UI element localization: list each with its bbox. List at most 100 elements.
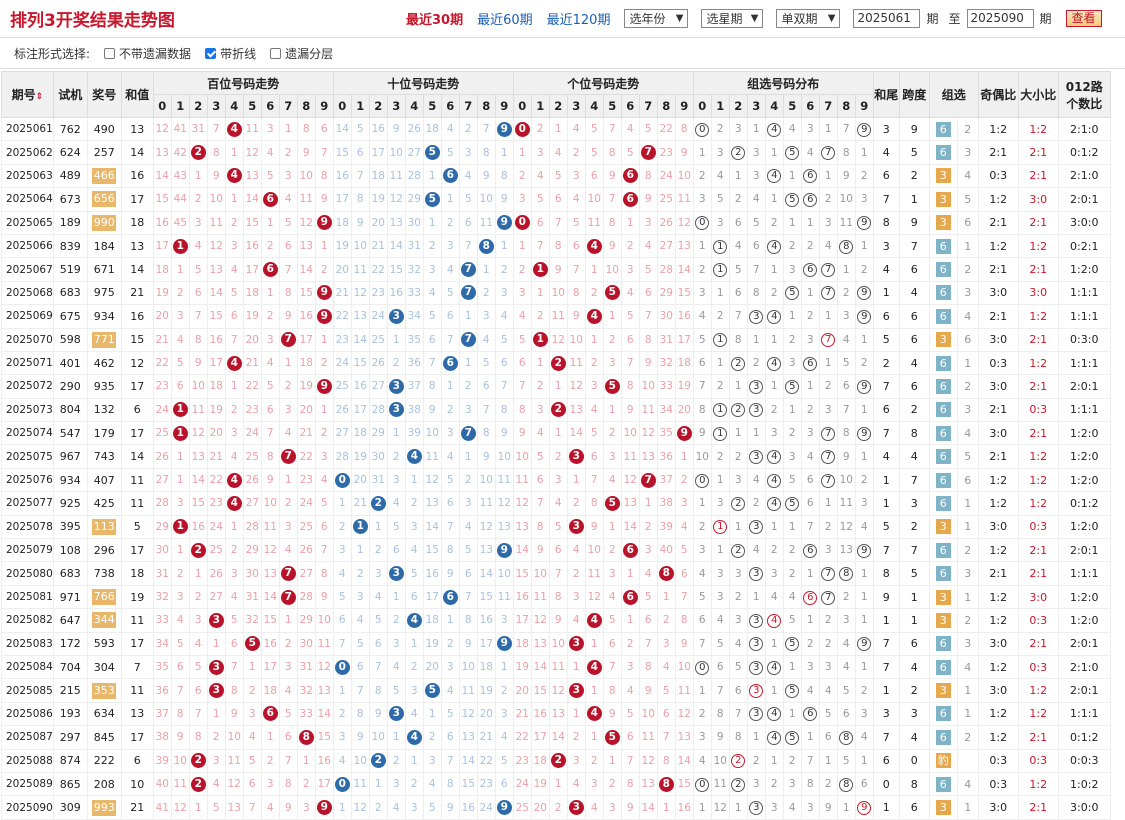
sum-cell: 11: [120, 491, 154, 516]
group-miss-count: 4: [956, 304, 979, 329]
miss-cell: 1: [188, 561, 208, 586]
group-type-badge: 6: [935, 449, 951, 465]
group-hit-double: 3: [749, 684, 764, 699]
recent-30-link[interactable]: 最近30期: [406, 13, 464, 28]
group-hit: 2: [731, 496, 746, 511]
draw-number: 344: [92, 612, 117, 629]
miss-cell: 28: [656, 257, 676, 282]
group-miss-cell: 6: [710, 654, 730, 680]
group-miss-cell: 3: [692, 280, 712, 306]
digit-header: 5: [602, 94, 622, 118]
group-miss-cell: 9: [836, 163, 856, 189]
hit-ball: 0: [514, 121, 530, 137]
miss-cell: 12: [584, 584, 604, 610]
miss-cell: 13: [458, 725, 478, 750]
query-button[interactable]: 查看: [1065, 10, 1102, 27]
miss-cell: 5: [638, 257, 658, 282]
group-type-badge: 6: [935, 308, 951, 324]
hit-ball: 8: [658, 776, 674, 792]
miss-cell: 12: [476, 514, 496, 540]
from-period-input[interactable]: 2025061: [853, 9, 921, 28]
group-hit: 8: [839, 730, 854, 745]
group-miss-cell: 10: [836, 467, 856, 493]
group-miss-cell: 1: [710, 280, 730, 306]
miss-cell: 4: [422, 771, 442, 797]
miss-cell: 29: [152, 514, 172, 540]
miss-cell: 1: [260, 725, 280, 750]
miss-cell: 14: [620, 514, 640, 540]
group-miss-count: 1: [956, 233, 979, 259]
no-missing-checkbox[interactable]: 不带遗漏数据: [104, 45, 191, 62]
group-miss-count: 2: [956, 538, 979, 563]
miss-cell: 3: [458, 397, 478, 423]
miss-cell: 4: [548, 491, 568, 516]
miss-cell: 44: [170, 187, 190, 212]
miss-cell: 4: [566, 116, 586, 142]
miss-cell: 36: [404, 350, 424, 376]
miss-cell: 9: [458, 631, 478, 656]
miss-cell: 8: [512, 397, 532, 423]
miss-cell: 8: [368, 678, 388, 703]
odd-even-select[interactable]: 单双期 ▼: [776, 9, 841, 28]
group-miss-count: 2: [956, 374, 979, 399]
miss-cell: 3: [278, 163, 298, 189]
miss-cell: 12: [620, 467, 640, 493]
miss-cell: 1: [458, 350, 478, 376]
group-miss-count: 3: [956, 397, 979, 423]
miss-cell: 24: [206, 514, 226, 540]
miss-cell: 7: [224, 654, 244, 680]
group-miss-cell: 3: [800, 421, 820, 446]
group-cell: 9: [854, 280, 874, 306]
group-miss-cell: 3: [710, 210, 730, 235]
test-number-cell: 309: [52, 795, 88, 820]
group-hit: 4: [767, 239, 782, 254]
route-012-cell: 1:1:1: [1057, 561, 1111, 586]
group-type-badge: 3: [935, 168, 951, 184]
week-select[interactable]: 选星期 ▼: [701, 9, 764, 28]
miss-cell: 17: [530, 725, 550, 750]
miss-cell: 19: [242, 304, 262, 329]
tail-cell: 7: [872, 631, 900, 656]
miss-cell: 43: [170, 163, 190, 189]
col-period[interactable]: 期号⇕: [1, 71, 54, 118]
line-checkbox[interactable]: 带折线: [205, 45, 256, 62]
year-select[interactable]: 选年份 ▼: [624, 9, 689, 28]
group-miss-cell: 3: [782, 257, 802, 282]
group-miss-cell: 3: [818, 654, 838, 680]
group-type-badge: 6: [935, 542, 951, 558]
draw-number-cell: 179: [86, 421, 122, 446]
recent-60-link[interactable]: 最近60期: [477, 13, 533, 28]
hit-cell: 5: [602, 374, 622, 399]
group-type-cell: 6: [928, 233, 958, 259]
miss-cell: 5: [440, 701, 460, 727]
group-cell: 8: [836, 725, 856, 750]
group-cell: 4: [764, 233, 784, 259]
digit-header: 9: [854, 94, 874, 118]
miss-cell: 30: [404, 210, 424, 235]
group-cell: 1: [710, 257, 730, 282]
miss-cell: 1: [620, 608, 640, 633]
sum-cell: 13: [120, 701, 154, 727]
miss-cell: 19: [512, 654, 532, 680]
miss-cell: 14: [548, 725, 568, 750]
hit-ball: 4: [406, 449, 422, 465]
miss-cell: 2: [404, 654, 424, 680]
hit-ball: 5: [424, 145, 440, 161]
group-cell: 3: [746, 608, 766, 633]
miss-cell: 10: [584, 187, 604, 212]
hit-ball: 4: [226, 472, 242, 488]
period-cell: 2025086: [1, 701, 54, 727]
recent-120-link[interactable]: 最近120期: [546, 13, 611, 28]
group-cell: 4: [764, 725, 784, 750]
group-miss-cell: 4: [836, 327, 856, 352]
route-012-cell: 1:0:2: [1057, 771, 1111, 797]
layer-checkbox[interactable]: 遗漏分层: [270, 45, 333, 62]
to-period-input[interactable]: 2025090: [966, 9, 1034, 28]
miss-cell: 8: [224, 678, 244, 703]
miss-cell: 10: [494, 561, 514, 586]
group-cell: 3: [746, 654, 766, 680]
hit-cell: 7: [458, 280, 478, 306]
miss-cell: 28: [368, 397, 388, 423]
group-miss-count: 4: [956, 771, 979, 797]
miss-cell: 8: [548, 584, 568, 610]
